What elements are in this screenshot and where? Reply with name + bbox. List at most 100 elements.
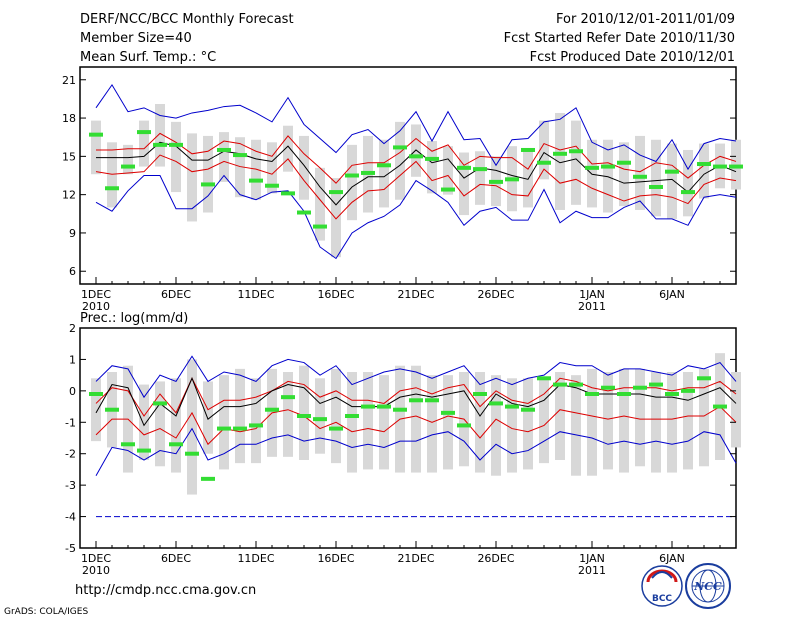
y-tick-label: 9 bbox=[69, 227, 76, 240]
x-tick-label: 16DEC bbox=[317, 288, 354, 301]
x-tick-label: 16DEC bbox=[317, 552, 354, 565]
ensemble-box bbox=[683, 149, 693, 217]
y-tick-label: -4 bbox=[65, 511, 76, 524]
ensemble-box bbox=[187, 133, 197, 222]
ensemble-box bbox=[219, 132, 229, 182]
x-tick-label: 21DEC bbox=[397, 288, 434, 301]
ensemble-box bbox=[299, 365, 309, 460]
observed-mark bbox=[585, 392, 599, 396]
observed-mark bbox=[89, 132, 103, 137]
ensemble-box bbox=[251, 139, 261, 200]
observed-mark bbox=[281, 395, 295, 400]
observed-mark bbox=[601, 164, 615, 169]
grads-credit: GrADS: COLA/IGES bbox=[4, 607, 88, 617]
observed-mark bbox=[729, 164, 743, 169]
ensemble-box bbox=[91, 378, 101, 442]
ensemble-box bbox=[203, 135, 213, 213]
observed-mark bbox=[121, 442, 135, 447]
observed-mark bbox=[521, 147, 535, 152]
ensemble-box bbox=[411, 365, 421, 473]
x-tick-year: 2010 bbox=[82, 300, 110, 313]
observed-mark bbox=[105, 186, 119, 191]
observed-mark bbox=[329, 190, 343, 195]
x-tick-label: 11DEC bbox=[237, 288, 274, 301]
observed-mark bbox=[537, 376, 551, 381]
observed-mark bbox=[713, 404, 727, 409]
bcc-logo-text: BCC bbox=[652, 594, 672, 604]
observed-mark bbox=[649, 382, 663, 387]
observed-mark bbox=[377, 404, 391, 409]
observed-mark bbox=[249, 178, 263, 183]
observed-mark bbox=[457, 423, 471, 428]
ensemble-box bbox=[155, 104, 165, 167]
ncc-logo-text: NCC bbox=[693, 580, 722, 593]
ensemble-box bbox=[107, 142, 117, 208]
ensemble-box bbox=[171, 121, 181, 193]
max-line bbox=[95, 355, 737, 399]
produced-date: Fcst Produced Date 2010/12/01 bbox=[530, 50, 735, 65]
observed-mark bbox=[361, 404, 375, 409]
observed-mark bbox=[89, 392, 103, 396]
ensemble-box bbox=[635, 135, 645, 210]
ensemble-box bbox=[427, 141, 437, 194]
ensemble-box bbox=[539, 120, 549, 180]
ensemble-box bbox=[235, 137, 245, 198]
ensemble-box bbox=[171, 378, 181, 473]
ensemble-box bbox=[347, 144, 357, 221]
ncc-logo: NCC bbox=[685, 563, 731, 609]
observed-mark bbox=[393, 407, 407, 412]
ensemble-box bbox=[139, 120, 149, 167]
y-tick-label: 18 bbox=[62, 112, 76, 125]
observed-mark bbox=[121, 164, 135, 169]
ensemble-box bbox=[283, 125, 293, 172]
observed-mark bbox=[345, 414, 359, 418]
observed-mark bbox=[345, 173, 359, 178]
ensemble-box bbox=[699, 143, 709, 199]
ensemble-box bbox=[571, 120, 581, 205]
observed-mark bbox=[153, 401, 167, 406]
ensemble-box bbox=[203, 381, 213, 454]
ensemble-box bbox=[363, 372, 373, 470]
ensemble-box bbox=[571, 375, 581, 476]
upper-spread-line bbox=[96, 132, 737, 184]
lower-spread-line bbox=[95, 405, 737, 446]
y-tick-label: -1 bbox=[65, 416, 76, 429]
observed-mark bbox=[681, 190, 695, 195]
temperature-variable-label: Mean Surf. Temp.: °C bbox=[80, 50, 216, 65]
observed-mark bbox=[137, 130, 151, 135]
y-tick-label: 6 bbox=[69, 265, 76, 278]
observed-mark bbox=[585, 165, 599, 170]
observed-mark bbox=[361, 170, 375, 175]
observed-mark bbox=[473, 392, 487, 396]
ensemble-box bbox=[379, 375, 389, 470]
observed-mark bbox=[393, 145, 407, 150]
ensemble-box bbox=[555, 372, 565, 460]
ensemble-box bbox=[443, 146, 453, 195]
ensemble-box bbox=[267, 142, 277, 194]
ensemble-box bbox=[331, 368, 341, 464]
ensemble-box bbox=[603, 139, 613, 213]
observed-mark bbox=[137, 448, 151, 453]
ensemble-box bbox=[123, 144, 133, 175]
observed-mark bbox=[313, 417, 327, 422]
observed-mark bbox=[569, 149, 583, 154]
observed-mark bbox=[217, 426, 231, 431]
ensemble-box bbox=[299, 135, 309, 200]
ensemble-box bbox=[699, 368, 709, 467]
observed-mark bbox=[313, 224, 327, 229]
observed-mark bbox=[233, 153, 247, 158]
ensemble-box bbox=[635, 368, 645, 467]
ensemble-box bbox=[155, 381, 165, 467]
observed-mark bbox=[377, 163, 391, 168]
observed-mark bbox=[697, 162, 711, 167]
source-url[interactable]: http://cmdp.ncc.cma.gov.cn bbox=[75, 583, 256, 598]
observed-mark bbox=[473, 167, 487, 172]
observed-mark bbox=[665, 392, 679, 396]
x-tick-year: 2010 bbox=[82, 564, 110, 577]
observed-mark bbox=[553, 382, 567, 387]
ensemble-box bbox=[523, 378, 533, 470]
observed-mark bbox=[297, 210, 311, 215]
observed-mark bbox=[425, 398, 439, 403]
ensemble-box bbox=[475, 151, 485, 205]
